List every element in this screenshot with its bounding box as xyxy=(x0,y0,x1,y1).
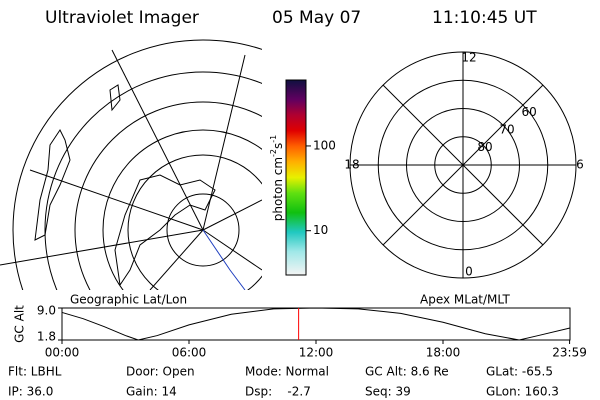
status-field: IP: 36.0 xyxy=(8,385,53,399)
y-tick-label: 1.8 xyxy=(37,330,56,344)
panel-label: Geographic Lat/Lon xyxy=(70,293,187,307)
footer: Flt: LBHL Door: Open Mode: Normal GC Alt: 8… xyxy=(8,365,559,399)
lat-label: 70 xyxy=(499,122,514,136)
title-time: 11:10:45 UT xyxy=(432,8,537,28)
altitude-line xyxy=(61,307,571,341)
mlt-label: 12 xyxy=(461,51,476,65)
y-axis-label: GC Alt xyxy=(13,305,27,343)
lat-label: 80 xyxy=(477,140,492,154)
title-instrument: Ultraviolet Imager xyxy=(45,8,199,28)
mlt-label: 18 xyxy=(344,158,359,172)
lat-ring xyxy=(349,51,577,279)
panel-label: Apex MLat/MLT xyxy=(420,293,510,307)
colorbar-label: photon cm-2s-1 xyxy=(269,135,285,222)
colorbar-tick-label: 100 xyxy=(313,138,336,152)
status-field: GLat: -65.5 xyxy=(486,365,553,379)
polar-plot: 60 70 80 12 6 18 0 xyxy=(344,51,584,279)
y-tick-label: 9.0 xyxy=(37,304,56,318)
colorbar xyxy=(285,79,307,276)
x-tick-label: 18:00 xyxy=(426,346,461,360)
x-tick-label: 06:00 xyxy=(172,346,207,360)
x-tick-label: 12:00 xyxy=(299,346,334,360)
mlt-label: 0 xyxy=(465,265,473,279)
status-field: Gain: 14 xyxy=(126,385,177,399)
status-field: Mode: Normal xyxy=(245,365,329,379)
x-tick-label: 00:00 xyxy=(45,346,80,360)
lat-label: 60 xyxy=(521,105,536,119)
lat-ring xyxy=(377,79,549,251)
title-date: 05 May 07 xyxy=(272,8,361,28)
x-tick-label: 23:59 xyxy=(552,346,587,360)
status-field: GLon: 160.3 xyxy=(486,385,559,399)
colorbar-tick-label: 10 xyxy=(313,223,328,237)
status-field: GC Alt: 8.6 Re xyxy=(365,365,449,379)
geographic-map xyxy=(0,39,262,290)
mlt-label: 6 xyxy=(576,158,584,172)
lat-ring xyxy=(406,108,520,222)
lat-ring xyxy=(434,136,492,194)
status-field: Seq: 39 xyxy=(365,385,411,399)
status-field: Dsp: -2.7 xyxy=(245,385,311,399)
status-field: Flt: LBHL xyxy=(8,365,62,379)
status-field: Door: Open xyxy=(126,365,195,379)
